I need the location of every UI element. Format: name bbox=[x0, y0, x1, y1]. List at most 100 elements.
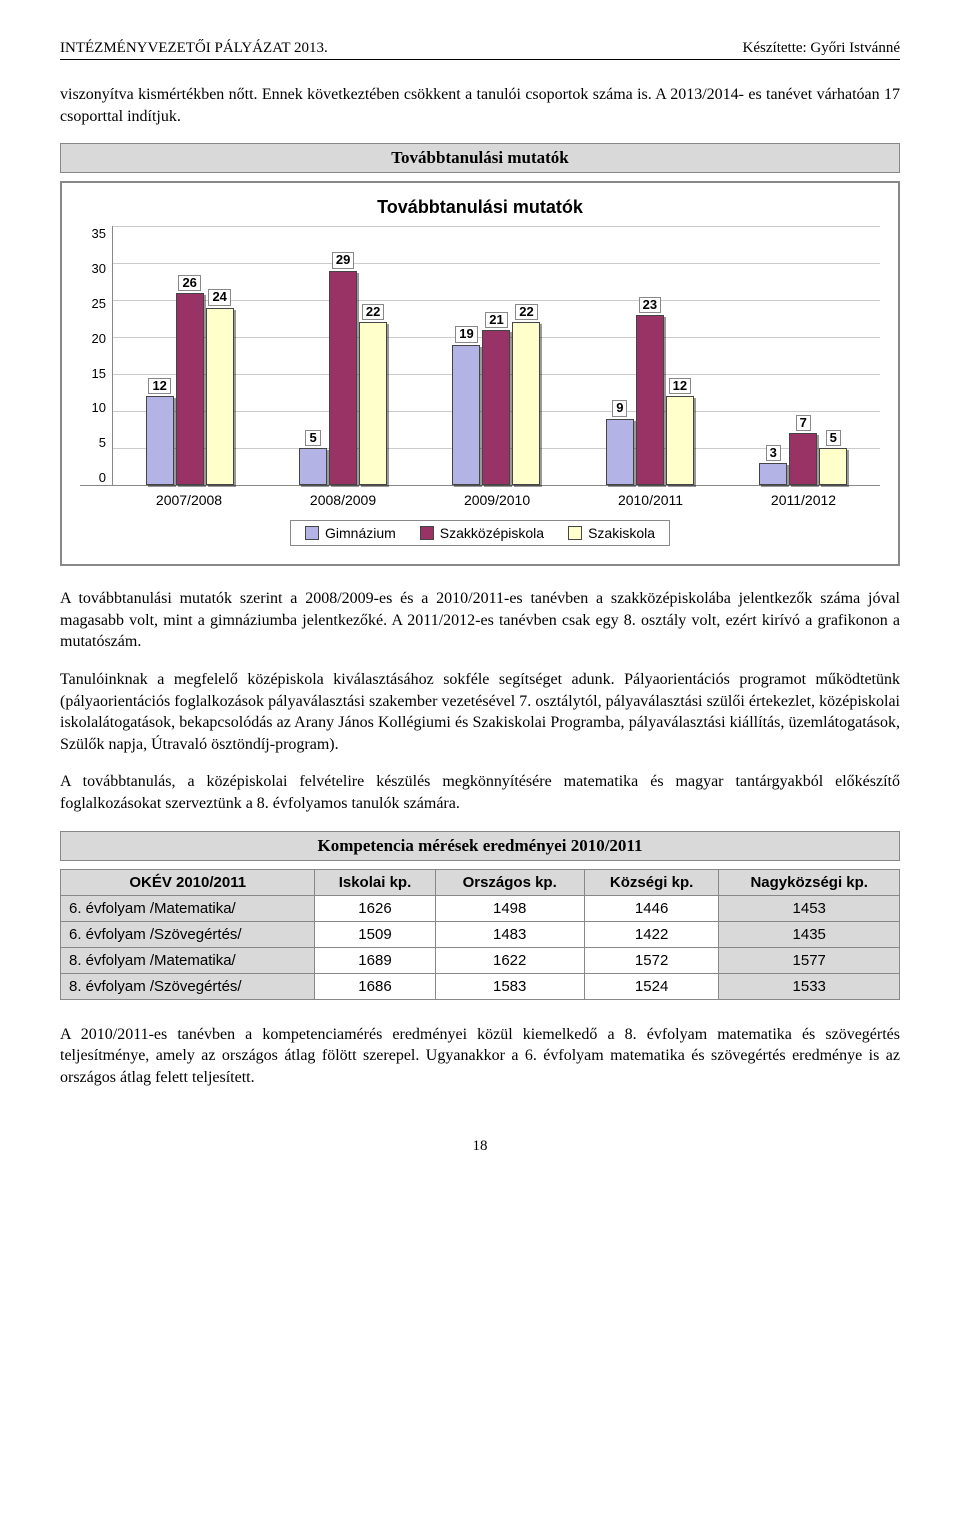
table-cell: 1483 bbox=[435, 921, 584, 947]
bar-wrap: 3 bbox=[759, 226, 787, 485]
bar-group: 5 29 22 bbox=[299, 226, 387, 485]
bar-wrap: 21 bbox=[482, 226, 510, 485]
table-row: 6. évfolyam /Matematika/1626149814461453 bbox=[61, 895, 900, 921]
legend-item: Szakiskola bbox=[568, 525, 655, 541]
bar bbox=[606, 419, 634, 486]
bar-value-label: 21 bbox=[485, 312, 507, 328]
bar-wrap: 9 bbox=[606, 226, 634, 485]
closing-paragraph: A 2010/2011-es tanévben a kompetenciamér… bbox=[60, 1024, 900, 1089]
table-row: 8. évfolyam /Matematika/1689162215721577 bbox=[61, 947, 900, 973]
table-cell: 1533 bbox=[719, 973, 900, 999]
chart-plot-area: 05101520253035 1226245292219212292312375 bbox=[80, 226, 880, 486]
table-cell: 1572 bbox=[584, 947, 719, 973]
table-cell: 6. évfolyam /Matematika/ bbox=[61, 895, 315, 921]
chart-plot: 1226245292219212292312375 bbox=[112, 226, 880, 485]
bar-value-label: 12 bbox=[148, 378, 170, 394]
table-cell: 1686 bbox=[315, 973, 435, 999]
x-axis: 2007/20082008/20092009/20102010/20112011… bbox=[112, 486, 880, 508]
table-cell: 1626 bbox=[315, 895, 435, 921]
page-header: INTÉZMÉNYVEZETŐI PÁLYÁZAT 2013. Készítet… bbox=[60, 40, 900, 60]
table-cell: 6. évfolyam /Szövegértés/ bbox=[61, 921, 315, 947]
table-cell: 1577 bbox=[719, 947, 900, 973]
table-cell: 8. évfolyam /Szövegértés/ bbox=[61, 973, 315, 999]
bar bbox=[146, 396, 174, 485]
table-header-row: OKÉV 2010/2011Iskolai kp.Országos kp.Köz… bbox=[61, 869, 900, 895]
table-row: 8. évfolyam /Szövegértés/168615831524153… bbox=[61, 973, 900, 999]
bar bbox=[329, 271, 357, 486]
chart-legend: Gimnázium Szakközépiskola Szakiskola bbox=[290, 520, 670, 546]
legend-label: Gimnázium bbox=[325, 525, 396, 541]
bar bbox=[482, 330, 510, 485]
bar bbox=[512, 322, 540, 485]
table-header-cell: Községi kp. bbox=[584, 869, 719, 895]
bar-value-label: 26 bbox=[178, 275, 200, 291]
chart-section-title: Továbbtanulási mutatók bbox=[60, 143, 900, 173]
y-tick: 10 bbox=[80, 400, 106, 415]
bar bbox=[666, 396, 694, 485]
bar-value-label: 22 bbox=[362, 304, 384, 320]
table-section-title: Kompetencia mérések eredményei 2010/2011 bbox=[60, 831, 900, 861]
table-header-cell: Iskolai kp. bbox=[315, 869, 435, 895]
paragraph-after-chart-1: A továbbtanulási mutatók szerint a 2008/… bbox=[60, 588, 900, 653]
header-left: INTÉZMÉNYVEZETŐI PÁLYÁZAT 2013. bbox=[60, 40, 328, 57]
legend-label: Szakközépiskola bbox=[440, 525, 544, 541]
table-cell: 1446 bbox=[584, 895, 719, 921]
table-cell: 1689 bbox=[315, 947, 435, 973]
bar-value-label: 19 bbox=[455, 326, 477, 342]
x-tick: 2007/2008 bbox=[156, 492, 222, 508]
page-number: 18 bbox=[60, 1138, 900, 1155]
legend-item: Szakközépiskola bbox=[420, 525, 544, 541]
table-cell: 1422 bbox=[584, 921, 719, 947]
bar bbox=[819, 448, 847, 485]
legend-swatch bbox=[305, 526, 319, 540]
bar-value-label: 5 bbox=[305, 430, 320, 446]
bar-value-label: 24 bbox=[208, 289, 230, 305]
bar-value-label: 22 bbox=[515, 304, 537, 320]
kompetencia-table: OKÉV 2010/2011Iskolai kp.Országos kp.Köz… bbox=[60, 869, 900, 1000]
table-body: 6. évfolyam /Matematika/1626149814461453… bbox=[61, 895, 900, 999]
table-cell: 1498 bbox=[435, 895, 584, 921]
bar bbox=[636, 315, 664, 485]
table-header-cell: OKÉV 2010/2011 bbox=[61, 869, 315, 895]
bar-wrap: 19 bbox=[452, 226, 480, 485]
y-tick: 35 bbox=[80, 226, 106, 241]
y-tick: 20 bbox=[80, 331, 106, 346]
bar-value-label: 9 bbox=[612, 400, 627, 416]
bar-wrap: 23 bbox=[636, 226, 664, 485]
bar-value-label: 29 bbox=[332, 252, 354, 268]
paragraph-after-chart-2: Tanulóinknak a megfelelő középiskola kiv… bbox=[60, 669, 900, 755]
bar-group: 9 23 12 bbox=[606, 226, 694, 485]
y-axis: 05101520253035 bbox=[80, 226, 112, 485]
bar bbox=[299, 448, 327, 485]
bar-value-label: 12 bbox=[669, 378, 691, 394]
bar-wrap: 26 bbox=[176, 226, 204, 485]
legend-label: Szakiskola bbox=[588, 525, 655, 541]
y-tick: 0 bbox=[80, 470, 106, 485]
bar bbox=[789, 433, 817, 485]
table-cell: 1622 bbox=[435, 947, 584, 973]
bar-wrap: 22 bbox=[359, 226, 387, 485]
bar-wrap: 5 bbox=[819, 226, 847, 485]
bar-wrap: 22 bbox=[512, 226, 540, 485]
x-tick: 2010/2011 bbox=[618, 492, 683, 508]
y-tick: 15 bbox=[80, 366, 106, 381]
legend-swatch bbox=[420, 526, 434, 540]
y-tick: 30 bbox=[80, 261, 106, 276]
x-tick: 2011/2012 bbox=[771, 492, 836, 508]
bar-wrap: 12 bbox=[666, 226, 694, 485]
bar-group: 12 26 24 bbox=[146, 226, 234, 485]
table-cell: 1509 bbox=[315, 921, 435, 947]
table-header-cell: Országos kp. bbox=[435, 869, 584, 895]
table-cell: 1583 bbox=[435, 973, 584, 999]
header-right: Készítette: Győri Istvánné bbox=[743, 40, 900, 57]
bar-wrap: 12 bbox=[146, 226, 174, 485]
bar bbox=[206, 308, 234, 486]
table-row: 6. évfolyam /Szövegértés/150914831422143… bbox=[61, 921, 900, 947]
table-cell: 1453 bbox=[719, 895, 900, 921]
bar-wrap: 5 bbox=[299, 226, 327, 485]
table-cell: 1435 bbox=[719, 921, 900, 947]
bar-group: 19 21 22 bbox=[452, 226, 540, 485]
bar-value-label: 3 bbox=[766, 445, 781, 461]
intro-paragraph: viszonyítva kismértékben nőtt. Ennek köv… bbox=[60, 84, 900, 127]
y-tick: 5 bbox=[80, 435, 106, 450]
